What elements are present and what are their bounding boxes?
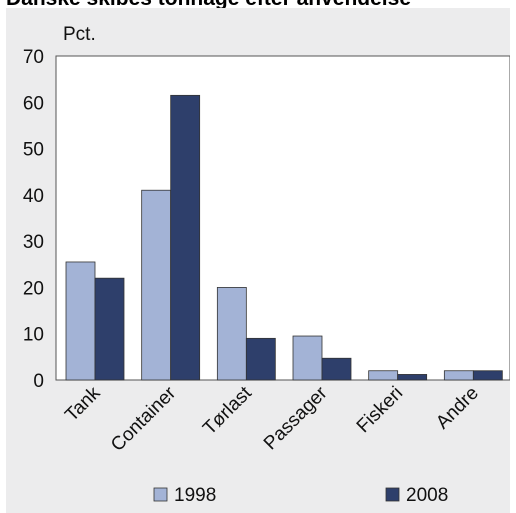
bar-1998-Container (141, 189, 172, 381)
bar-2008-Container (170, 94, 201, 381)
bar-2008-Passager (321, 357, 352, 381)
y-tick-label: 50 (23, 140, 44, 161)
x-axis-labels: Tank Container Tørlast Passager Fiskeri Andre (61, 382, 483, 456)
y-axis-unit-label: Pct. (63, 24, 96, 45)
chart-title: Danske skibes tonnage efter anvendelse (6, 0, 411, 11)
bar-2008-Fiskeri (397, 374, 428, 381)
bar-2008-Andre (472, 370, 503, 381)
x-tick-label: Container (107, 382, 181, 456)
y-tick-label: 60 (23, 93, 44, 114)
legend-swatch-2008 (385, 487, 400, 502)
bar-chart: 0 10 20 30 40 50 60 70 Tank Container Tørlast Pass… (23, 24, 510, 506)
y-tick-label: 10 (23, 325, 44, 346)
x-tick-label: Passager (260, 382, 332, 454)
bar-1998-Tørlast (216, 287, 247, 381)
x-tick-label: Tørlast (199, 382, 256, 439)
bar-1998-Tank (65, 261, 96, 381)
legend-swatch-1998 (153, 487, 168, 502)
y-tick-label: 20 (23, 278, 44, 299)
y-axis-ticks: 0 10 20 30 40 50 60 70 (23, 47, 44, 392)
bar-1998-Andre (443, 370, 474, 381)
y-tick-label: 0 (33, 371, 44, 392)
legend-label-1998: 1998 (174, 485, 216, 506)
bars-group (65, 94, 503, 381)
bar-2008-Tørlast (245, 337, 276, 381)
x-tick-label: Tank (61, 382, 105, 426)
chart-panel: 0 10 20 30 40 50 60 70 Tank Container Tørlast Pass… (6, 8, 510, 513)
y-tick-label: 40 (23, 186, 44, 207)
bar-2008-Tank (94, 277, 125, 381)
legend: 1998 2008 (153, 485, 448, 506)
y-tick-label: 30 (23, 232, 44, 253)
x-tick-label: Fiskeri (353, 383, 407, 437)
bar-1998-Passager (292, 335, 323, 381)
plot-area (55, 55, 510, 381)
x-tick-label: Andre (432, 383, 483, 434)
legend-label-2008: 2008 (406, 485, 448, 506)
bar-1998-Fiskeri (368, 370, 399, 381)
y-tick-label: 70 (23, 47, 44, 68)
